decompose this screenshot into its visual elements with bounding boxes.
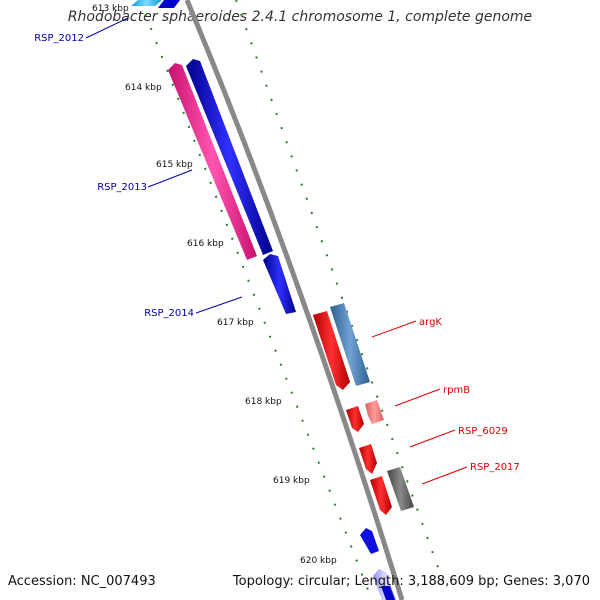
leader-RSP_2014 xyxy=(195,296,243,314)
gene-argK[interactable] xyxy=(313,311,350,390)
leader-RSP_2013 xyxy=(147,169,193,188)
gene-620-partial[interactable] xyxy=(360,528,379,554)
gene-RSP_2012-partial[interactable] xyxy=(131,0,162,6)
gene-label-argK[interactable]: argK xyxy=(419,317,442,328)
gene-label-RSP_2013[interactable]: RSP_2013 xyxy=(97,182,147,193)
leader-argK xyxy=(371,320,417,338)
gene-RSP_2013[interactable] xyxy=(168,63,257,260)
tick-label-620: 620 kbp xyxy=(300,556,337,566)
gene-label-RSP_6029[interactable]: RSP_6029 xyxy=(458,426,508,437)
leader-RSP_2017 xyxy=(421,466,468,485)
tick-label-617: 617 kbp xyxy=(217,318,254,328)
gene-rpmB-partner[interactable] xyxy=(365,400,384,424)
gene-label-rpmB[interactable]: rpmB xyxy=(443,385,470,396)
tick-label-613: 613 kbp xyxy=(92,4,129,14)
gene-label-RSP_2012[interactable]: RSP_2012 xyxy=(34,33,84,44)
gene-bottom-partial[interactable] xyxy=(381,586,395,600)
tick-label-614: 614 kbp xyxy=(125,83,162,93)
tick-label-616: 616 kbp xyxy=(187,239,224,249)
genome-backbone xyxy=(184,0,405,600)
tick-ring-left xyxy=(139,0,369,591)
gene-RSP_2017-partner[interactable] xyxy=(387,467,414,511)
tick-ring-right xyxy=(235,0,447,591)
gene-top-partial[interactable] xyxy=(158,0,180,8)
gene-argK-partner[interactable] xyxy=(330,303,370,386)
accession-text: Accession: NC_007493 xyxy=(8,574,156,589)
gene-rpmB[interactable] xyxy=(346,406,364,432)
leader-rpmB xyxy=(394,388,441,407)
tick-label-615: 615 kbp xyxy=(156,160,193,170)
gene-RSP_2014[interactable] xyxy=(263,254,296,314)
gene-RSP_2017[interactable] xyxy=(370,476,392,515)
gene-label-RSP_2017[interactable]: RSP_2017 xyxy=(470,462,520,473)
leader-RSP_6029 xyxy=(409,429,456,448)
genome-title: Rhodobacter sphaeroides 2.4.1 chromosome… xyxy=(67,9,533,25)
gene-RSP_6029[interactable] xyxy=(359,444,377,474)
leader-RSP_2012 xyxy=(85,17,129,39)
tick-label-619: 619 kbp xyxy=(273,476,310,486)
gene-RSP_2013b[interactable] xyxy=(186,59,273,255)
genome-summary-text: Topology: circular; Length: 3,188,609 bp… xyxy=(232,574,590,589)
gene-label-RSP_2014[interactable]: RSP_2014 xyxy=(144,308,194,319)
tick-label-618: 618 kbp xyxy=(245,397,282,407)
